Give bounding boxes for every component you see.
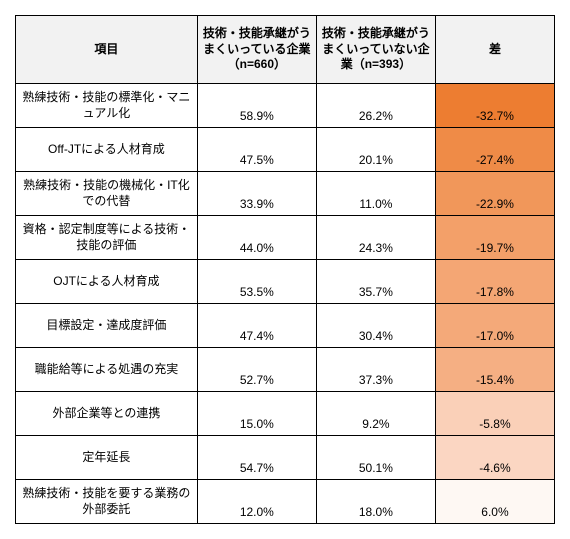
cell-failure-value: 11.0% xyxy=(316,172,435,216)
table-row: 熟練技術・技能の標準化・マニュアル化58.9%26.2%-32.7% xyxy=(16,84,555,128)
cell-success-value: 53.5% xyxy=(197,260,316,304)
table-row: OJTによる人材育成53.5%35.7%-17.8% xyxy=(16,260,555,304)
cell-success-value: 33.9% xyxy=(197,172,316,216)
row-label: 定年延長 xyxy=(16,436,198,480)
table-row: 職能給等による処遇の充実52.7%37.3%-15.4% xyxy=(16,348,555,392)
cell-diff-value: -27.4% xyxy=(435,128,554,172)
cell-diff-value: -17.0% xyxy=(435,304,554,348)
row-label: Off-JTによる人材育成 xyxy=(16,128,198,172)
cell-failure-value: 37.3% xyxy=(316,348,435,392)
cell-diff-value: 6.0% xyxy=(435,480,554,524)
row-label: 目標設定・達成度評価 xyxy=(16,304,198,348)
cell-diff-value: -17.8% xyxy=(435,260,554,304)
row-label: OJTによる人材育成 xyxy=(16,260,198,304)
table-row: 外部企業等との連携15.0%9.2%-5.8% xyxy=(16,392,555,436)
cell-diff-value: -5.8% xyxy=(435,392,554,436)
table-row: 目標設定・達成度評価47.4%30.4%-17.0% xyxy=(16,304,555,348)
row-label: 職能給等による処遇の充実 xyxy=(16,348,198,392)
cell-success-value: 52.7% xyxy=(197,348,316,392)
cell-failure-value: 18.0% xyxy=(316,480,435,524)
cell-diff-value: -32.7% xyxy=(435,84,554,128)
table-row: Off-JTによる人材育成47.5%20.1%-27.4% xyxy=(16,128,555,172)
cell-failure-value: 9.2% xyxy=(316,392,435,436)
cell-success-value: 44.0% xyxy=(197,216,316,260)
cell-failure-value: 20.1% xyxy=(316,128,435,172)
cell-success-value: 12.0% xyxy=(197,480,316,524)
cell-diff-value: -22.9% xyxy=(435,172,554,216)
cell-diff-value: -19.7% xyxy=(435,216,554,260)
cell-success-value: 47.5% xyxy=(197,128,316,172)
cell-failure-value: 24.3% xyxy=(316,216,435,260)
table-row: 熟練技術・技能を要する業務の外部委託12.0%18.0%6.0% xyxy=(16,480,555,524)
cell-failure-value: 26.2% xyxy=(316,84,435,128)
col-header-diff: 差 xyxy=(435,16,554,84)
cell-diff-value: -4.6% xyxy=(435,436,554,480)
skill-succession-table: 項目 技術・技能承継がうまくいっている企業（n=660） 技術・技能承継がうまく… xyxy=(15,15,555,524)
table-row: 資格・認定制度等による技術・技能の評価44.0%24.3%-19.7% xyxy=(16,216,555,260)
cell-success-value: 15.0% xyxy=(197,392,316,436)
row-label: 外部企業等との連携 xyxy=(16,392,198,436)
table-header-row: 項目 技術・技能承継がうまくいっている企業（n=660） 技術・技能承継がうまく… xyxy=(16,16,555,84)
col-header-failure: 技術・技能承継がうまくいっていない企業（n=393） xyxy=(316,16,435,84)
table-row: 定年延長54.7%50.1%-4.6% xyxy=(16,436,555,480)
row-label: 熟練技術・技能の機械化・IT化での代替 xyxy=(16,172,198,216)
table-row: 熟練技術・技能の機械化・IT化での代替33.9%11.0%-22.9% xyxy=(16,172,555,216)
cell-success-value: 54.7% xyxy=(197,436,316,480)
row-label: 資格・認定制度等による技術・技能の評価 xyxy=(16,216,198,260)
cell-failure-value: 50.1% xyxy=(316,436,435,480)
row-label: 熟練技術・技能の標準化・マニュアル化 xyxy=(16,84,198,128)
cell-failure-value: 30.4% xyxy=(316,304,435,348)
cell-success-value: 58.9% xyxy=(197,84,316,128)
col-header-success: 技術・技能承継がうまくいっている企業（n=660） xyxy=(197,16,316,84)
cell-failure-value: 35.7% xyxy=(316,260,435,304)
row-label: 熟練技術・技能を要する業務の外部委託 xyxy=(16,480,198,524)
col-header-item: 項目 xyxy=(16,16,198,84)
cell-success-value: 47.4% xyxy=(197,304,316,348)
cell-diff-value: -15.4% xyxy=(435,348,554,392)
